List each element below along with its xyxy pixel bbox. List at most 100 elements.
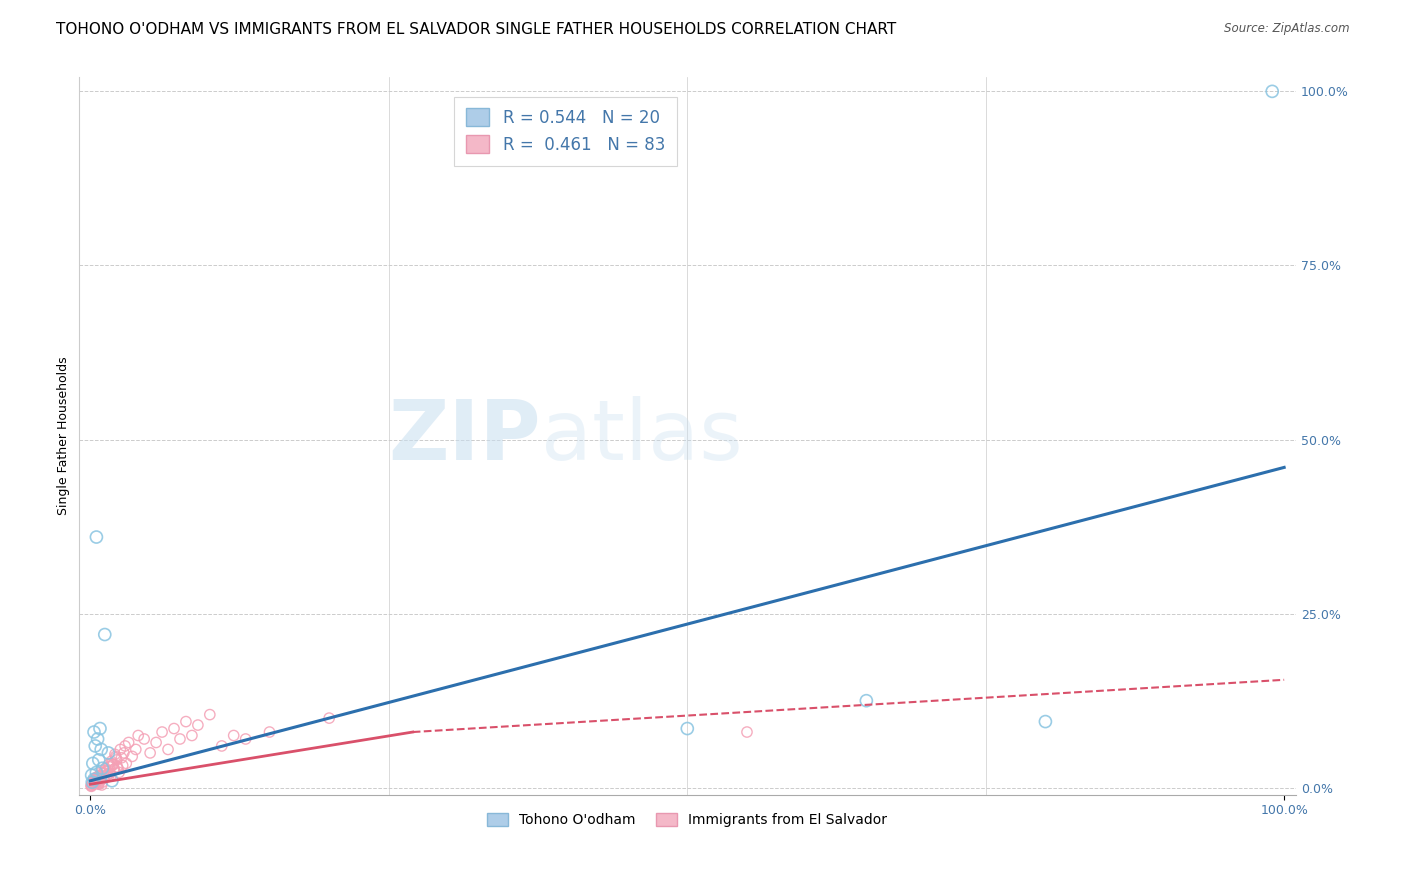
Point: [93, 772, 115, 786]
Point: [110, 751, 132, 765]
Point: [174, 714, 197, 729]
Point: [86, 530, 108, 544]
Point: [112, 746, 135, 760]
Point: [211, 739, 233, 753]
Point: [108, 765, 131, 780]
Point: [735, 725, 758, 739]
Point: [97, 767, 120, 781]
Point: [91, 775, 114, 789]
Point: [89, 722, 111, 736]
Point: [90, 772, 112, 787]
Point: [80, 768, 103, 782]
Legend: Tohono O'odham, Immigrants from El Salvador: Tohono O'odham, Immigrants from El Salva…: [481, 806, 894, 834]
Point: [111, 758, 134, 772]
Point: [855, 694, 877, 708]
Point: [89, 770, 111, 784]
Point: [91, 766, 114, 780]
Point: [103, 763, 125, 777]
Text: TOHONO O'ODHAM VS IMMIGRANTS FROM EL SALVADOR SINGLE FATHER HOUSEHOLDS CORRELATI: TOHONO O'ODHAM VS IMMIGRANTS FROM EL SAL…: [56, 22, 897, 37]
Point: [94, 761, 117, 775]
Point: [83, 776, 105, 790]
Point: [169, 731, 191, 746]
Point: [105, 753, 128, 767]
Point: [82, 776, 104, 790]
Point: [96, 764, 118, 779]
Point: [222, 729, 245, 743]
Point: [84, 772, 107, 786]
Point: [83, 774, 105, 789]
Point: [101, 756, 124, 771]
Point: [180, 729, 202, 743]
Point: [80, 778, 103, 792]
Point: [187, 718, 209, 732]
Point: [98, 766, 121, 780]
Point: [82, 773, 104, 788]
Point: [259, 725, 281, 739]
Point: [98, 760, 121, 774]
Point: [91, 761, 114, 775]
Point: [114, 739, 136, 753]
Text: Source: ZipAtlas.com: Source: ZipAtlas.com: [1225, 22, 1350, 36]
Point: [90, 742, 112, 756]
Point: [82, 775, 104, 789]
Point: [318, 711, 340, 725]
Point: [97, 757, 120, 772]
Point: [125, 742, 148, 756]
Point: [117, 735, 139, 749]
Point: [121, 749, 143, 764]
Point: [100, 769, 122, 783]
Point: [83, 725, 105, 739]
Point: [676, 722, 699, 736]
Point: [100, 754, 122, 768]
Point: [82, 756, 104, 771]
Point: [84, 776, 107, 790]
Point: [198, 707, 221, 722]
Point: [97, 770, 120, 784]
Point: [105, 751, 128, 765]
Point: [96, 767, 118, 781]
Point: [87, 777, 110, 791]
Point: [235, 731, 257, 746]
Point: [80, 779, 103, 793]
Point: [1035, 714, 1057, 729]
Point: [101, 757, 124, 772]
Point: [90, 778, 112, 792]
Point: [93, 770, 115, 784]
Point: [83, 772, 105, 787]
Point: [163, 722, 186, 736]
Point: [134, 731, 156, 746]
Text: atlas: atlas: [541, 395, 742, 476]
Point: [150, 725, 173, 739]
Point: [80, 780, 103, 794]
Point: [84, 772, 107, 787]
Point: [101, 773, 124, 788]
Point: [97, 746, 120, 760]
Point: [94, 764, 117, 778]
Text: ZIP: ZIP: [388, 395, 541, 476]
Point: [105, 760, 128, 774]
Point: [86, 770, 108, 784]
Point: [83, 776, 105, 790]
Point: [84, 771, 107, 785]
Point: [115, 756, 138, 771]
Point: [104, 747, 127, 762]
Point: [86, 765, 108, 780]
Point: [101, 757, 124, 772]
Point: [86, 775, 108, 789]
Y-axis label: Single Father Households: Single Father Households: [58, 357, 70, 516]
Point: [103, 762, 125, 776]
Point: [107, 761, 129, 775]
Point: [127, 729, 149, 743]
Point: [87, 776, 110, 790]
Point: [104, 749, 127, 764]
Point: [87, 753, 110, 767]
Point: [1261, 84, 1284, 98]
Point: [145, 735, 167, 749]
Point: [90, 765, 112, 780]
Point: [82, 777, 104, 791]
Point: [89, 769, 111, 783]
Point: [87, 776, 110, 790]
Point: [110, 742, 132, 756]
Point: [86, 731, 108, 746]
Point: [139, 746, 162, 760]
